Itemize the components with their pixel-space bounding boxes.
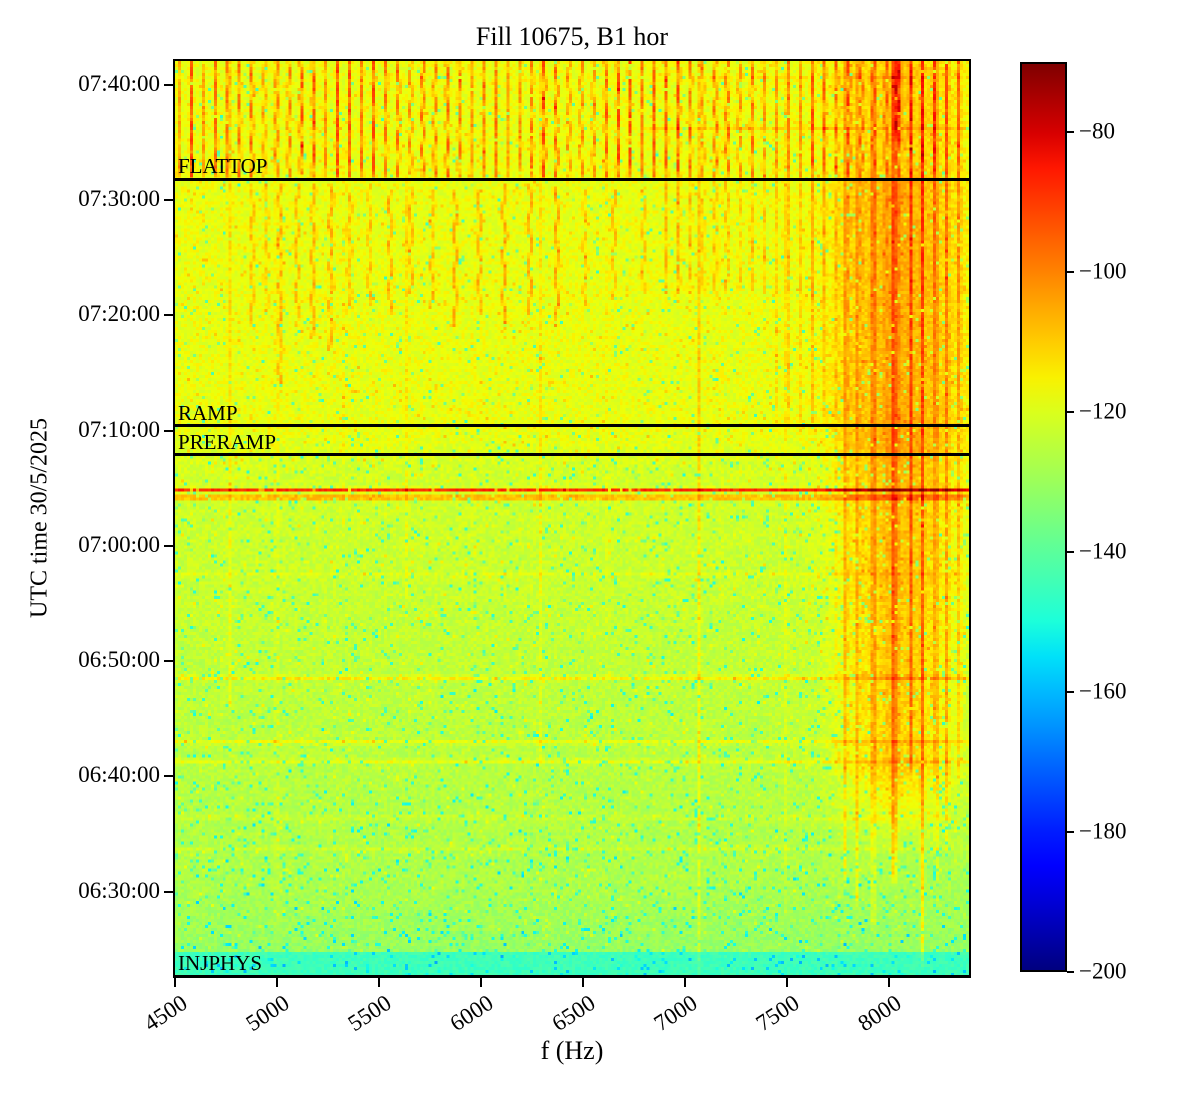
colorbar-tick-label: −160: [1079, 678, 1127, 704]
y-tick-mark: [164, 544, 173, 547]
x-tick-label: 6000: [445, 990, 498, 1037]
y-tick-label: 07:40:00: [78, 70, 160, 96]
colorbar-tick-label: −100: [1079, 258, 1127, 284]
colorbar-tick-mark: [1067, 831, 1074, 833]
colorbar-tick-label: −180: [1079, 818, 1127, 844]
x-tick-mark: [582, 978, 585, 987]
colorbar-tick-label: −120: [1079, 398, 1127, 424]
y-tick-label: 07:20:00: [78, 301, 160, 327]
colorbar-tick-mark: [1067, 271, 1074, 273]
y-tick-label: 06:30:00: [78, 877, 160, 903]
colorbar-tick-mark: [1067, 551, 1074, 553]
colorbar-tick-mark: [1067, 971, 1074, 973]
y-tick-mark: [164, 890, 173, 893]
x-tick-label: 4500: [139, 990, 192, 1037]
beam-mode-line-preramp: [175, 453, 969, 457]
colorbar-tick-label: −200: [1079, 958, 1127, 984]
beam-mode-label-ramp: RAMP: [178, 400, 238, 425]
beam-mode-label-injphys: INJPHYS: [178, 951, 263, 975]
y-tick-label: 06:40:00: [78, 762, 160, 788]
colorbar-gradient: [1022, 64, 1065, 970]
colorbar-tick-label: −80: [1079, 118, 1115, 144]
y-axis-label: UTC time 30/5/2025: [26, 418, 53, 618]
colorbar: [1020, 62, 1067, 972]
beam-mode-line-flattop: [175, 177, 969, 181]
x-tick-label: 8000: [853, 990, 906, 1037]
y-tick-label: 07:00:00: [78, 531, 160, 557]
x-tick-label: 6500: [547, 990, 600, 1037]
x-tick-label: 5000: [241, 990, 294, 1037]
x-tick-mark: [684, 978, 687, 987]
x-axis-label: f (Hz): [540, 1036, 604, 1065]
y-tick-mark: [164, 660, 173, 663]
colorbar-tick-mark: [1067, 691, 1074, 693]
x-tick-mark: [888, 978, 891, 987]
x-tick-mark: [378, 978, 381, 987]
y-tick-mark: [164, 429, 173, 432]
y-tick-mark: [164, 314, 173, 317]
y-tick-mark: [164, 775, 173, 778]
spectrogram-canvas: [175, 61, 969, 976]
x-tick-mark: [480, 978, 483, 987]
y-tick-label: 07:10:00: [78, 416, 160, 442]
x-tick-label: 7000: [649, 990, 702, 1037]
chart-title: Fill 10675, B1 hor: [475, 22, 669, 51]
colorbar-tick-mark: [1067, 131, 1074, 133]
plot-area: FLATTOP RAMP PRERAMP INJPHYS: [173, 59, 971, 978]
y-tick-mark: [164, 83, 173, 86]
colorbar-tick-mark: [1067, 411, 1074, 413]
y-tick-mark: [164, 199, 173, 202]
beam-mode-line-injphys: [175, 974, 969, 978]
colorbar-tick-label: −140: [1079, 538, 1127, 564]
x-tick-label: 7500: [751, 990, 804, 1037]
beam-mode-label-preramp: PRERAMP: [178, 429, 277, 454]
x-tick-label: 5500: [343, 990, 396, 1037]
x-tick-mark: [174, 978, 177, 987]
x-tick-mark: [786, 978, 789, 987]
beam-mode-label-flattop: FLATTOP: [178, 154, 268, 179]
beam-mode-line-ramp: [175, 424, 969, 428]
x-tick-mark: [276, 978, 279, 987]
y-tick-label: 06:50:00: [78, 647, 160, 673]
y-tick-label: 07:30:00: [78, 186, 160, 212]
